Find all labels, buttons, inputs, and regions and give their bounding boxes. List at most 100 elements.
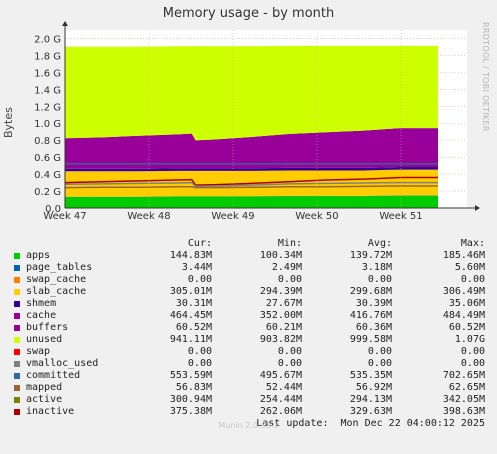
legend-row-slab-cache: slab_cache 305.01M 294.39M 299.68M 306.49M	[12, 286, 490, 298]
legend-min: 262.06M	[259, 406, 302, 417]
x-tick-label: Week 48	[127, 211, 170, 222]
x-axis-arrow	[475, 205, 480, 211]
legend-min: 52.44M	[265, 382, 302, 393]
line-committed	[64, 176, 438, 186]
x-tick-label: Week 47	[43, 211, 86, 222]
legend-swatch	[14, 253, 20, 259]
legend-name: apps	[26, 250, 51, 261]
legend-avg: 416.76M	[349, 310, 392, 321]
legend-cur: 553.59M	[169, 370, 212, 381]
y-tick-label: 2.0 G	[34, 34, 61, 45]
legend-max: 702.65M	[442, 370, 485, 381]
legend-name: mapped	[26, 382, 63, 393]
legend-max: 185.46M	[442, 250, 485, 261]
legend-swatch	[14, 373, 20, 379]
y-tick-label: 1.2 G	[34, 102, 61, 113]
legend-swatch	[14, 349, 20, 355]
legend-min: 903.82M	[259, 334, 302, 345]
legend-name: unused	[26, 334, 63, 345]
legend-header: Cur: Min: Avg: Max:	[12, 238, 490, 250]
legend-cur: 144.83M	[169, 250, 212, 261]
legend-swatch	[14, 325, 20, 331]
legend-avg: 56.92M	[355, 382, 392, 393]
area-unused	[65, 45, 438, 136]
legend-cur: 56.83M	[175, 382, 212, 393]
legend-min: 294.39M	[259, 286, 302, 297]
line-mapped	[64, 185, 438, 189]
legend-min: 352.00M	[259, 310, 302, 321]
legend-name: shmem	[26, 298, 57, 309]
legend-cur: 60.52M	[175, 322, 212, 333]
legend-max: 5.60M	[454, 262, 485, 273]
legend-swatch	[14, 361, 20, 367]
legend-min: 2.49M	[271, 262, 302, 273]
legend-avg: 0.00	[367, 346, 392, 357]
x-tick-label: Week 50	[295, 211, 338, 222]
legend-row-shmem: shmem 30.31M 27.67M 30.39M 35.06M	[12, 298, 490, 310]
legend-swatch	[14, 289, 20, 295]
legend-swatch	[14, 277, 20, 283]
legend-avg: 999.58M	[349, 334, 392, 345]
last-update-row: Last update: Mon Dec 22 04:00:12 2025	[12, 418, 490, 430]
legend-avg: 30.39M	[355, 298, 392, 309]
legend-swatch	[14, 313, 20, 319]
legend-max: 1.07G	[454, 334, 485, 345]
legend-cur: 375.38M	[169, 406, 212, 417]
legend-row-vmalloc-used: vmalloc_used 0.00 0.00 0.00 0.00	[12, 358, 490, 370]
legend-row-swap: swap 0.00 0.00 0.00 0.00	[12, 346, 490, 358]
legend-swatch	[14, 397, 20, 403]
legend-swatch	[14, 385, 20, 391]
legend-min: 0.00	[277, 346, 302, 357]
line-active	[64, 181, 438, 188]
legend-cur: 300.94M	[169, 394, 212, 405]
legend-avg: 0.00	[367, 358, 392, 369]
legend-avg: 294.13M	[349, 394, 392, 405]
legend-cur: 464.45M	[169, 310, 212, 321]
legend-min: 254.44M	[259, 394, 302, 405]
legend-row-unused: unused 941.11M 903.82M 999.58M 1.07G	[12, 334, 490, 346]
legend-cur: 0.00	[187, 274, 212, 285]
legend-rows: apps 144.83M 100.34M 139.72M 185.46M page_tab…	[12, 250, 490, 418]
area-apps	[65, 195, 438, 208]
header-max: Max:	[460, 238, 485, 249]
legend-cur: 3.44M	[181, 262, 212, 273]
rrdtool-credit: RRDTOOL / TOBI OETIKER	[481, 22, 490, 132]
legend-name: swap_cache	[26, 274, 87, 285]
memory-chart: 0.0 0.2 G 0.4 G 0.6 G 0.8 G 1.0 G 1.2 G 1.4 G 1.…	[34, 21, 480, 222]
y-tick-label: 1.6 G	[34, 68, 61, 79]
legend-swatch	[14, 301, 20, 307]
legend-swatch	[14, 265, 20, 271]
legend-avg: 0.00	[367, 274, 392, 285]
header-cur: Cur:	[187, 238, 212, 249]
legend-avg: 139.72M	[349, 250, 392, 261]
area-page-tables	[65, 195, 438, 197]
legend-name: cache	[26, 310, 57, 321]
legend-row-buffers: buffers 60.52M 60.21M 60.36M 60.52M	[12, 322, 490, 334]
legend-min: 0.00	[277, 358, 302, 369]
legend-row-active: active 300.94M 254.44M 294.13M 342.05M	[12, 394, 490, 406]
legend-row-page-tables: page_tables 3.44M 2.49M 3.18M 5.60M	[12, 262, 490, 274]
legend-cur: 30.31M	[175, 298, 212, 309]
legend-max: 0.00	[460, 274, 485, 285]
last-update: Last update: Mon Dec 22 04:00:12 2025	[256, 418, 485, 429]
legend-avg: 535.35M	[349, 370, 392, 381]
legend-avg: 329.63M	[349, 406, 392, 417]
legend-name: page_tables	[26, 262, 93, 273]
y-tick-label: 0.4 G	[34, 170, 61, 181]
x-tick-label: Week 51	[379, 211, 422, 222]
y-tick-label: 1.8 G	[34, 51, 61, 62]
legend-row-inactive: inactive 375.38M 262.06M 329.63M 398.63M	[12, 406, 490, 418]
legend-max: 484.49M	[442, 310, 485, 321]
legend-avg: 299.68M	[349, 286, 392, 297]
legend-name: slab_cache	[26, 286, 87, 297]
legend-cur: 0.00	[187, 346, 212, 357]
y-axis-arrow	[62, 21, 68, 26]
legend-name: inactive	[26, 406, 75, 417]
munin-version: Munin 2.0.33-1	[218, 421, 279, 430]
legend-min: 495.67M	[259, 370, 302, 381]
legend-min: 0.00	[277, 274, 302, 285]
legend-name: active	[26, 394, 63, 405]
legend-avg: 3.18M	[361, 262, 392, 273]
y-tick-label: 0.0	[45, 204, 61, 215]
legend: Cur: Min: Avg: Max: apps 144.83M 100.34M 13…	[12, 238, 490, 430]
